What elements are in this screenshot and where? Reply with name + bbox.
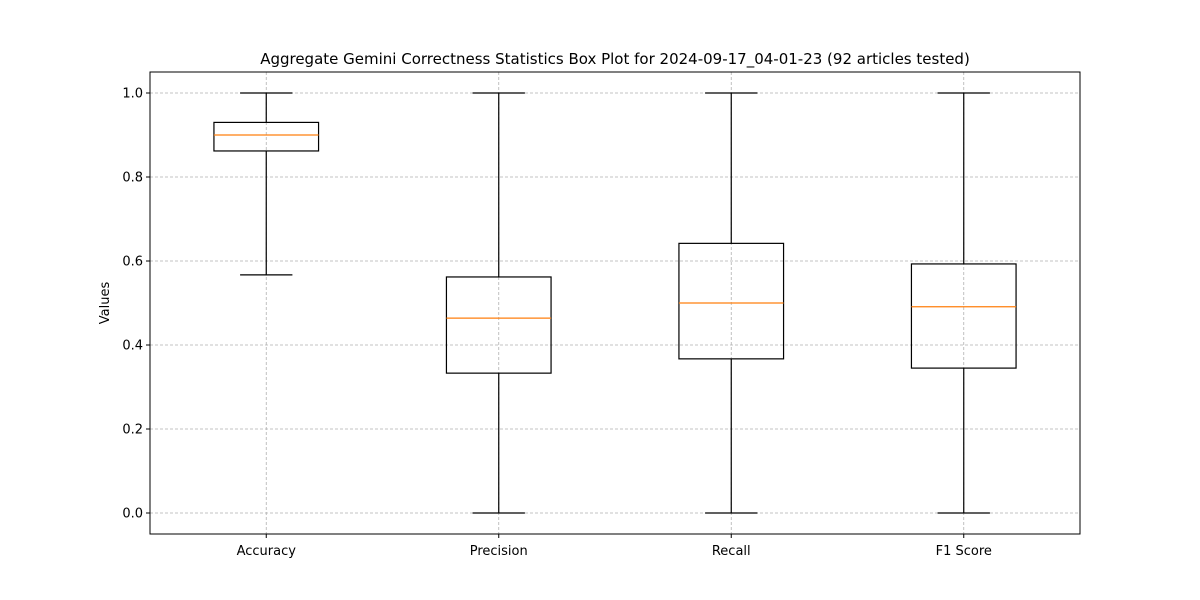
y-tick-label: 1.0 <box>122 87 143 102</box>
x-tick-label: Recall <box>712 544 751 559</box>
box-iqr <box>213 121 320 152</box>
box-iqr <box>445 276 552 374</box>
box-iqr <box>678 242 785 360</box>
y-tick-label: 0.4 <box>122 339 143 354</box>
x-tick-label: F1 Score <box>936 544 992 559</box>
y-tick-label: 0.0 <box>122 507 143 522</box>
grid-lines <box>150 72 1080 534</box>
chart-title: Aggregate Gemini Correctness Statistics … <box>260 50 970 69</box>
x-tick-label: Accuracy <box>237 544 297 559</box>
box-iqr <box>910 263 1017 369</box>
y-tick-label: 0.8 <box>122 171 143 186</box>
y-tick-label: 0.6 <box>122 255 143 270</box>
y-tick-label: 0.2 <box>122 423 143 438</box>
axes: 0.0 0.2 0.4 0.6 0.8 1.0 Accuracy Precision Recal… <box>122 71 1081 559</box>
x-tick-label: Precision <box>470 544 528 559</box>
plot-frame <box>149 71 1081 535</box>
box-series <box>213 92 1017 514</box>
y-axis-label: Values <box>98 282 113 325</box>
